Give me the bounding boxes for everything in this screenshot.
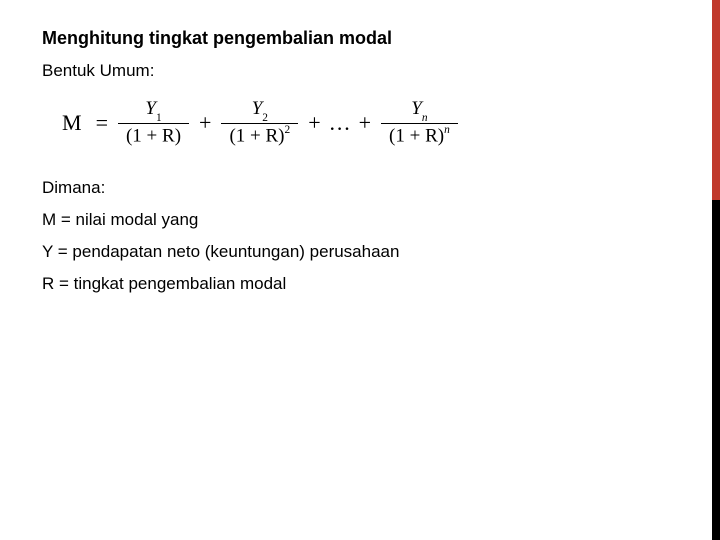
where-heading: Dimana: [42, 178, 678, 198]
plus-1: + [199, 110, 211, 136]
term-n-denominator: (1 + R)n [381, 123, 458, 147]
term-1-numerator: Y1 [137, 99, 169, 123]
side-black-bar [712, 200, 720, 540]
term-1-denominator: (1 + R) [118, 123, 189, 147]
accent-bar [712, 0, 720, 200]
term-n-den-exp: n [444, 124, 450, 136]
equals-sign: = [96, 110, 108, 136]
term-2-numerator: Y2 [244, 99, 276, 123]
term-n-numerator: Yn [403, 99, 435, 123]
formula-term-1: Y1 (1 + R) [118, 99, 189, 148]
formula-term-2: Y2 (1 + R)2 [221, 99, 298, 148]
definition-y: Y = pendapatan neto (keuntungan) perusah… [42, 242, 678, 262]
plus-2: + [308, 110, 320, 136]
term-1-den-base: (1 + R) [126, 126, 181, 147]
definition-r: R = tingkat pengembalian modal [42, 274, 678, 294]
plus-3: + [359, 110, 371, 136]
slide-title: Menghitung tingkat pengembalian modal [42, 28, 678, 49]
term-2-den-base: (1 + R) [229, 126, 284, 147]
slide-subtitle: Bentuk Umum: [42, 61, 678, 81]
formula-lhs: M [62, 110, 82, 136]
definition-m: M = nilai modal yang [42, 210, 678, 230]
formula-ellipsis: … [329, 110, 351, 136]
formula-block: M = Y1 (1 + R) + Y2 (1 + R)2 + [62, 99, 678, 148]
term-2-num-sub: 2 [262, 112, 268, 124]
formula: M = Y1 (1 + R) + Y2 (1 + R)2 + [62, 99, 678, 148]
term-n-num-sub: n [422, 112, 428, 124]
term-1-num-var: Y [145, 98, 156, 119]
term-2-den-exp: 2 [285, 124, 291, 136]
term-2-denominator: (1 + R)2 [221, 123, 298, 147]
term-1-num-sub: 1 [156, 112, 162, 124]
term-2-num-var: Y [252, 98, 263, 119]
term-n-den-base: (1 + R) [389, 126, 444, 147]
term-n-num-var: Y [411, 98, 422, 119]
slide-content: Menghitung tingkat pengembalian modal Be… [0, 0, 720, 334]
formula-term-n: Yn (1 + R)n [381, 99, 458, 148]
